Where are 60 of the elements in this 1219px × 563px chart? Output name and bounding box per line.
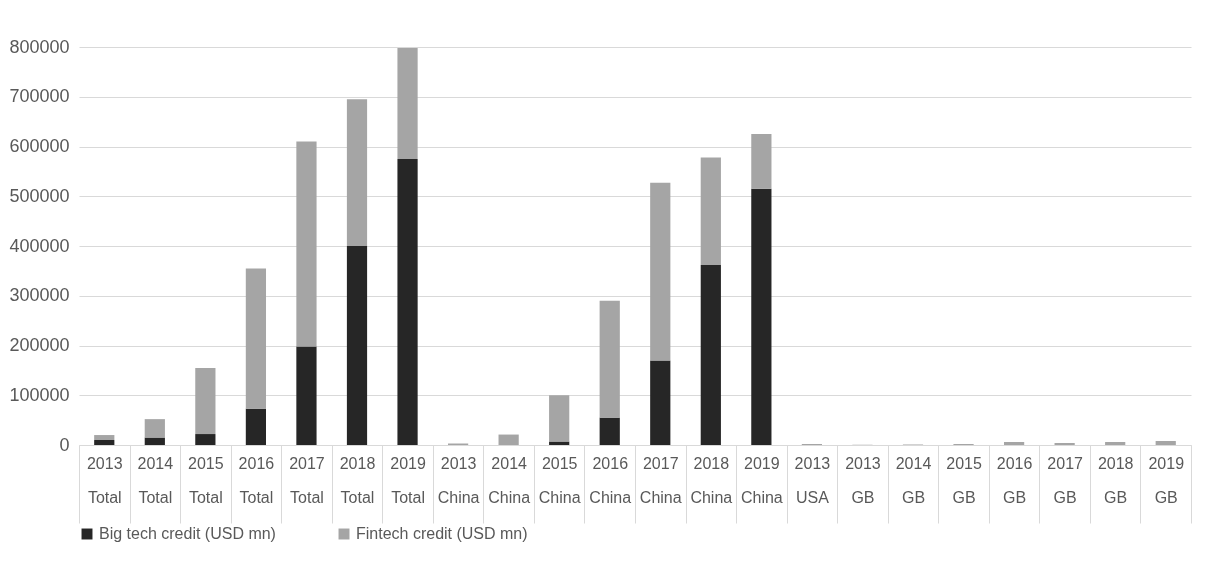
x-tick-label: 2013 Total	[86, 454, 123, 506]
x-tick-label: 2017 Total	[289, 454, 325, 506]
bar	[599, 417, 620, 445]
y-tick-label: 400000	[9, 235, 70, 256]
bar	[700, 157, 721, 265]
bar	[1003, 442, 1025, 445]
y-tick-label: 0	[59, 434, 70, 455]
x-tick-label: 2015 Total	[188, 454, 224, 506]
bar	[650, 360, 671, 445]
bar	[498, 434, 519, 445]
bar	[1105, 442, 1126, 445]
bar	[650, 182, 671, 361]
x-tick-label: 2014 Total	[137, 454, 174, 506]
bar	[296, 141, 317, 347]
x-tick-label: 2013 China	[437, 454, 480, 506]
x-tick-label: 2019 Total	[390, 454, 426, 506]
bar	[1155, 441, 1176, 445]
y-tick-label: 100000	[9, 384, 70, 405]
bar	[144, 437, 165, 445]
bar	[296, 346, 317, 445]
bar	[144, 419, 165, 438]
x-tick-label: 2017 China	[639, 454, 682, 506]
x-tick-label: 2013 USA	[794, 454, 831, 506]
bar	[549, 395, 570, 442]
bar	[751, 134, 772, 189]
x-tick-label: 2014 GB	[895, 454, 932, 506]
x-tick-label: 2018 China	[690, 454, 733, 506]
bar	[195, 367, 216, 435]
x-tick-label: 2017 GB	[1047, 454, 1084, 506]
bar	[397, 158, 418, 445]
y-tick-label: 300000	[9, 285, 70, 306]
bar	[346, 246, 368, 445]
x-tick-label: 2018 GB	[1097, 454, 1134, 506]
x-tick-label: 2019 China	[740, 454, 783, 506]
bar	[599, 300, 620, 418]
bar	[245, 268, 267, 409]
y-tick-label: 500000	[9, 185, 70, 206]
y-tick-label: 600000	[9, 136, 70, 156]
bar	[700, 264, 721, 445]
bar	[94, 440, 115, 445]
y-tick-label: 700000	[9, 86, 70, 107]
bar	[195, 434, 216, 445]
y-tick-label: 200000	[9, 335, 70, 355]
x-tick-label: 2015 GB	[946, 454, 982, 506]
bar	[397, 47, 418, 159]
legend-label: Fintech credit (USD mn)	[356, 525, 528, 542]
legend-label: Big tech credit (USD mn)	[99, 525, 276, 542]
x-tick-label: 2016 Total	[238, 454, 275, 506]
x-tick-label: 2015 China	[538, 454, 581, 506]
bar	[94, 435, 115, 441]
y-tick-label: 800000	[9, 36, 70, 57]
x-tick-label: 2018 Total	[339, 454, 376, 506]
x-tick-label: 2013 GB	[845, 454, 881, 506]
x-tick-label: 2016 China	[589, 454, 632, 506]
x-tick-label: 2016 GB	[996, 454, 1033, 506]
x-tick-label: 2019 GB	[1148, 454, 1185, 506]
bar	[751, 188, 772, 445]
bar	[346, 99, 368, 246]
bar	[245, 408, 267, 445]
x-tick-label: 2014 China	[488, 454, 531, 506]
